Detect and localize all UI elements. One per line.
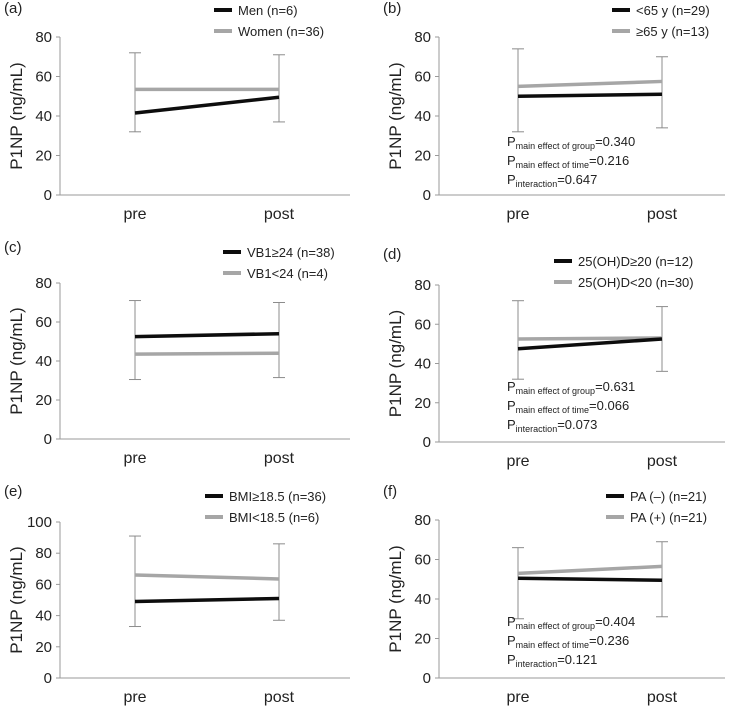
p-value-annotation: Pinteraction=0.073: [507, 417, 597, 434]
p-value-annotation: Pmain effect of group=0.404: [507, 614, 635, 631]
y-tick-label: 40: [35, 353, 52, 370]
panel-label: (f): [383, 483, 397, 500]
chart-panel-2: (b) 0 20 40 60 80 P1NP (ng/mL) pre post <65 y (n=…: [383, 0, 725, 223]
series-line-gray: [517, 336, 663, 341]
y-tick-label: 100: [27, 514, 52, 531]
legend-entry: VB1<24 (n=4): [247, 266, 328, 281]
series-line-black: [517, 92, 663, 98]
y-tick-label: 0: [423, 434, 431, 451]
series-line-gray: [134, 351, 280, 356]
x-category-label: pre: [506, 206, 529, 223]
y-tick-label: 60: [35, 576, 52, 593]
panel-label: (d): [383, 246, 401, 263]
y-tick-label: 20: [35, 392, 52, 409]
legend-entry: <65 y (n=29): [636, 3, 710, 18]
p-value-annotation: Pmain effect of group=0.631: [507, 379, 635, 396]
series-line-black: [134, 596, 280, 604]
legend-entry: VB1≥24 (n=38): [247, 245, 335, 260]
x-category-label: post: [647, 206, 678, 223]
y-tick-label: 20: [414, 631, 431, 648]
series-line-gray: [517, 79, 663, 89]
y-tick-label: 80: [35, 275, 52, 292]
p-value-annotation: Pmain effect of time=0.216: [507, 153, 629, 170]
legend-entry: Men (n=6): [238, 3, 298, 18]
p-value-annotation: Pinteraction=0.647: [507, 172, 597, 189]
y-axis-title: P1NP (ng/mL): [386, 545, 405, 652]
series-line-black: [134, 95, 280, 115]
y-tick-label: 60: [414, 69, 431, 86]
y-tick-label: 40: [35, 608, 52, 625]
p-value-annotation: Pmain effect of time=0.066: [507, 398, 629, 415]
legend-entry: 25(OH)D<20 (n=30): [578, 275, 694, 290]
series-line-gray: [517, 564, 663, 576]
chart-panel-3: (c) 0 20 40 60 80 P1NP (ng/mL) pre post VB1≥24 (n…: [4, 239, 350, 467]
y-tick-label: 0: [44, 187, 52, 204]
y-tick-label: 0: [44, 431, 52, 448]
series-line-black: [134, 331, 280, 339]
p-value-annotation: Pmain effect of time=0.236: [507, 633, 629, 650]
panel-label: (a): [4, 0, 22, 17]
panel-label: (b): [383, 0, 401, 17]
y-tick-label: 80: [414, 512, 431, 529]
y-tick-label: 60: [414, 316, 431, 333]
y-axis-title: P1NP (ng/mL): [386, 310, 405, 417]
y-tick-label: 0: [44, 670, 52, 687]
panel-label: (c): [4, 239, 22, 256]
legend-entry: PA (+) (n=21): [630, 510, 707, 525]
legend-entry: BMI<18.5 (n=6): [229, 510, 319, 525]
y-axis-title: P1NP (ng/mL): [7, 307, 26, 414]
legend-entry: Women (n=36): [238, 24, 324, 39]
series-line-black: [517, 576, 663, 582]
y-axis-title: P1NP (ng/mL): [7, 62, 26, 169]
x-category-label: pre: [123, 689, 146, 706]
chart-panel-6: (f) 0 20 40 60 80 P1NP (ng/mL) pre post PA (–) (n…: [383, 483, 725, 706]
y-tick-label: 40: [414, 591, 431, 608]
y-tick-label: 20: [414, 148, 431, 165]
legend-entry: PA (–) (n=21): [630, 489, 707, 504]
x-category-label: post: [264, 450, 295, 467]
chart-panel-4: (d) 0 20 40 60 80 P1NP (ng/mL) pre post 25(OH)D≥2…: [383, 246, 725, 470]
y-axis-title: P1NP (ng/mL): [386, 62, 405, 169]
series-line-black: [517, 337, 663, 351]
x-category-label: pre: [123, 206, 146, 223]
y-tick-label: 20: [35, 639, 52, 656]
y-tick-label: 40: [414, 356, 431, 373]
x-category-label: post: [264, 206, 295, 223]
y-tick-label: 80: [414, 29, 431, 46]
y-tick-label: 60: [414, 552, 431, 569]
legend-entry: ≥65 y (n=13): [636, 24, 709, 39]
series-line-gray: [134, 573, 280, 581]
y-axis-title: P1NP (ng/mL): [7, 546, 26, 653]
y-tick-label: 40: [414, 108, 431, 125]
y-tick-label: 80: [35, 545, 52, 562]
panel-label: (e): [4, 483, 22, 500]
y-tick-label: 0: [423, 670, 431, 687]
y-tick-label: 80: [414, 277, 431, 294]
chart-panel-1: (a) 0 20 40 60 80 P1NP (ng/mL) pre post Men (n=6)…: [4, 0, 350, 223]
p-value-annotation: Pmain effect of group=0.340: [507, 134, 635, 151]
y-tick-label: 80: [35, 29, 52, 46]
p-value-annotation: Pinteraction=0.121: [507, 652, 597, 669]
y-tick-label: 20: [35, 148, 52, 165]
y-tick-label: 0: [423, 187, 431, 204]
x-category-label: pre: [506, 453, 529, 470]
y-tick-label: 60: [35, 69, 52, 86]
x-category-label: pre: [506, 689, 529, 706]
x-category-label: post: [647, 453, 678, 470]
x-category-label: post: [647, 689, 678, 706]
x-category-label: post: [264, 689, 295, 706]
y-tick-label: 20: [414, 395, 431, 412]
y-tick-label: 60: [35, 314, 52, 331]
x-category-label: pre: [123, 450, 146, 467]
y-tick-label: 40: [35, 108, 52, 125]
legend-entry: 25(OH)D≥20 (n=12): [578, 254, 693, 269]
legend-entry: BMI≥18.5 (n=36): [229, 489, 326, 504]
